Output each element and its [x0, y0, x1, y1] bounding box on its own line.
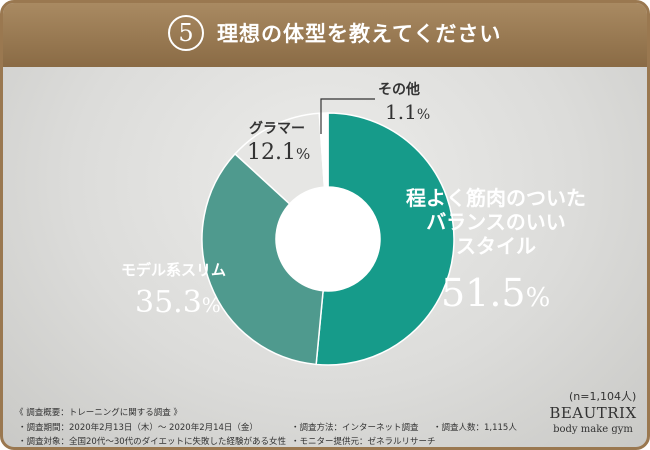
value-balanced-unit: % — [525, 283, 551, 313]
survey-summary: 《 調査概要：トレーニングに関する調査 》 — [15, 406, 182, 420]
survey-count: ・調査人数：1,115人 — [433, 423, 517, 433]
survey-target: ・調査対象：全国20代〜30代のダイエットに失敗した経験がある女性 — [18, 437, 287, 447]
survey-method: ・調査方法：インターネット調査 — [291, 423, 419, 433]
donut-chart — [201, 98, 455, 366]
donut-hole — [276, 187, 380, 291]
label-balanced-name-line2: バランスのいい — [426, 210, 566, 234]
label-balanced-name-line3: スタイル — [456, 234, 536, 258]
label-balanced-value: 51.5% — [441, 271, 550, 315]
label-slim-value: 35.3% — [135, 285, 221, 320]
survey-period: ・調査期間：2020年2月13日（木）〜 2020年2月14日（金） — [18, 423, 258, 433]
sample-size: (n=1,104人) — [569, 390, 637, 403]
label-other-name: その他 — [378, 82, 420, 98]
label-glamour-value: 12.1% — [247, 140, 310, 165]
value-glamour-num: 12.1 — [247, 140, 296, 165]
other-leader-line — [320, 98, 375, 134]
value-glamour-unit: % — [295, 145, 311, 163]
label-balanced-name-line1: 程よく筋肉のついた — [406, 186, 586, 210]
label-other-value: 1.1% — [385, 100, 430, 124]
survey-provider: ・モニター提供元：ゼネラルリサーチ — [291, 437, 436, 447]
header-bar: 5 理想の体型を教えてください — [3, 3, 647, 67]
survey-heading: 《 調査概要：トレーニングに関する調査 》 — [15, 408, 182, 418]
value-balanced-num: 51.5 — [441, 271, 526, 315]
label-balanced: 程よく筋肉のついた バランスのいい スタイル — [391, 186, 601, 258]
value-other-num: 1.1 — [385, 100, 417, 124]
value-other-unit: % — [416, 107, 431, 123]
brand-name: BEAUTRIX — [549, 404, 637, 422]
value-slim-unit: % — [201, 293, 221, 317]
label-glamour-name: グラマー — [249, 121, 305, 137]
value-slim-num: 35.3 — [135, 285, 202, 320]
brand-tagline: body make gym — [553, 424, 633, 435]
question-title: 理想の体型を教えてください — [217, 22, 502, 46]
brand-logo: BEAUTRIX body make gym — [543, 404, 643, 435]
question-number: 5 — [168, 15, 204, 51]
label-slim-name: モデル系スリム — [121, 261, 227, 279]
